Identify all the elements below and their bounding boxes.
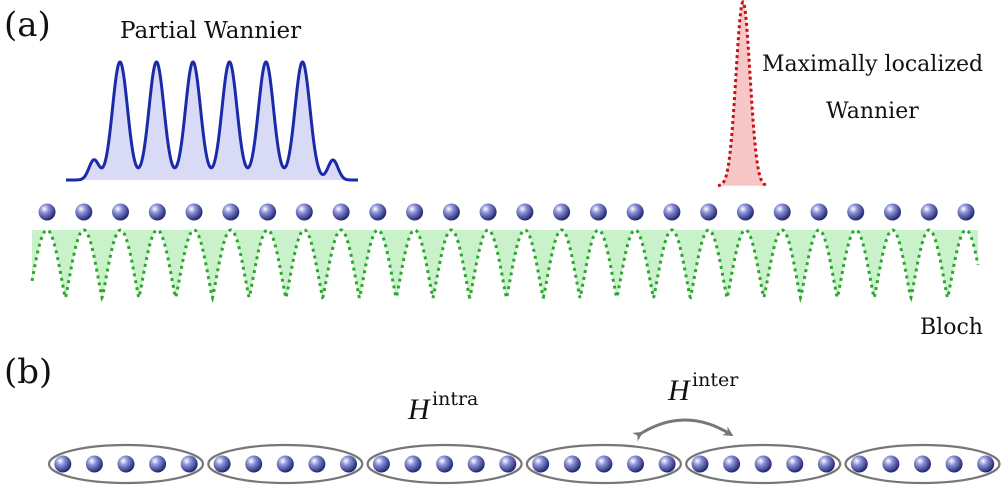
panel-b-label: (b) — [4, 352, 52, 392]
mlwf-label-line1: Maximally localized — [762, 52, 983, 77]
atom — [945, 455, 963, 473]
atom — [626, 203, 644, 221]
atom — [850, 455, 868, 473]
atom — [553, 203, 571, 221]
atom — [75, 203, 93, 221]
atom — [467, 455, 485, 473]
inter-coupling-arrow — [632, 418, 734, 442]
unit-cell-groups — [47, 443, 1001, 485]
atom — [85, 455, 103, 473]
atom — [773, 203, 791, 221]
atom — [882, 455, 900, 473]
atom — [406, 203, 424, 221]
atom — [532, 455, 550, 473]
atom — [810, 203, 828, 221]
atom — [595, 455, 613, 473]
atom — [977, 455, 995, 473]
atom — [54, 455, 72, 473]
atom — [149, 455, 167, 473]
mlwf-fill — [718, 2, 768, 186]
atom — [436, 455, 454, 473]
atom — [754, 455, 772, 473]
atom — [736, 203, 754, 221]
h-inter-superscript: inter — [692, 369, 739, 391]
atom — [516, 203, 534, 221]
atom — [332, 203, 350, 221]
atom — [663, 203, 681, 221]
atom — [213, 455, 231, 473]
atom — [148, 203, 166, 221]
atom — [259, 203, 277, 221]
unit-cell-ellipse — [685, 443, 842, 485]
atom — [112, 203, 129, 221]
atom — [479, 203, 497, 221]
atom — [308, 455, 326, 473]
atom — [442, 203, 460, 221]
unit-cell-ellipse — [844, 443, 1001, 485]
atom — [180, 455, 198, 473]
intra-hamiltonian-label: H intra — [407, 388, 478, 426]
atom — [658, 455, 676, 473]
h-intra-symbol: H — [407, 393, 432, 426]
h-intra-superscript: intra — [432, 388, 478, 410]
atom — [222, 203, 240, 221]
maximally-localized-wannier-function — [717, 0, 769, 188]
atom — [372, 455, 390, 473]
atom — [884, 203, 901, 221]
atom — [914, 455, 931, 473]
atom — [245, 455, 263, 473]
unit-cell-ellipse — [47, 443, 205, 485]
atom — [38, 203, 56, 221]
atom — [499, 455, 517, 473]
bloch-label: Bloch — [920, 315, 983, 340]
bloch-fill — [32, 230, 978, 298]
atom — [627, 455, 644, 473]
h-inter-symbol: H — [667, 374, 692, 407]
inter-hamiltonian-label: H inter — [667, 369, 739, 407]
atom — [847, 203, 865, 221]
partial-wannier-function — [66, 60, 358, 182]
atom — [276, 455, 294, 473]
atom — [817, 455, 835, 473]
atom — [185, 203, 203, 221]
atom — [723, 455, 741, 473]
atom — [295, 203, 313, 221]
atom — [920, 203, 938, 221]
partial-wannier-label: Partial Wannier — [120, 18, 301, 44]
mlwf-label-line2: Wannier — [826, 99, 919, 124]
unit-cell-ellipse — [366, 443, 523, 485]
partial-wannier-curve — [66, 60, 358, 182]
atom — [786, 455, 804, 473]
atom — [369, 203, 387, 221]
atom — [589, 203, 607, 221]
mlwf-curve — [717, 0, 769, 188]
atom — [117, 455, 135, 473]
lattice-row-a — [38, 203, 975, 221]
atom — [340, 455, 357, 473]
atom — [700, 203, 718, 221]
atom — [957, 203, 975, 221]
bloch-wavefunction — [30, 228, 980, 304]
unit-cell-ellipse — [525, 443, 683, 485]
unit-cell-ellipse — [207, 443, 364, 485]
atom — [404, 455, 422, 473]
panel-a-label: (a) — [4, 5, 51, 45]
atom — [563, 455, 581, 473]
atom — [691, 455, 709, 473]
